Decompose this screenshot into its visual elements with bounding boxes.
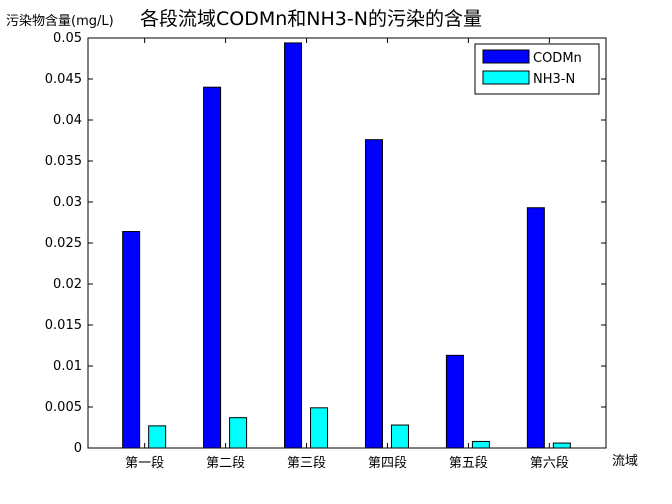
y-tick-label: 0.025: [45, 236, 82, 251]
legend-swatch-2: [482, 70, 530, 85]
bar-codmn-4: [364, 139, 383, 449]
bar-nh3n-5: [471, 440, 490, 449]
legend-swatch-1: [482, 49, 530, 64]
y-tick-label: 0.015: [45, 318, 82, 333]
y-tick-label: 0.005: [45, 400, 82, 415]
y-tick-label: 0.03: [53, 195, 82, 210]
y-tick-label: 0: [74, 441, 82, 456]
bar-codmn-2: [203, 86, 222, 449]
plot-area: [87, 37, 607, 449]
y-tick-label: 0.05: [53, 31, 82, 46]
y-tick-label: 0.045: [45, 72, 82, 87]
bar-nh3n-2: [229, 417, 248, 449]
x-tick-label: 第二段: [206, 456, 245, 471]
y-tick-label: 0.04: [53, 113, 82, 128]
bar-nh3n-4: [390, 424, 409, 449]
bar-nh3n-1: [148, 425, 167, 449]
y-tick-label: 0.035: [45, 154, 82, 169]
legend-label-2: NH3-N: [533, 72, 575, 87]
bar-codmn-5: [445, 354, 464, 449]
legend-label-1: CODMn: [533, 51, 582, 66]
x-axis-label: 流域: [612, 454, 639, 469]
y-axis-label: 污染物含量(mg/L): [6, 14, 114, 29]
bar-nh3n-6: [552, 442, 571, 449]
x-tick-label: 第三段: [287, 456, 326, 471]
y-tick-label: 0.01: [53, 359, 82, 374]
x-tick-label: 第六段: [530, 456, 569, 471]
x-tick-label: 第四段: [368, 456, 407, 471]
bar-codmn-3: [284, 42, 303, 449]
bar-nh3n-3: [310, 407, 329, 449]
x-tick-label: 第一段: [125, 456, 164, 471]
y-tick-label: 0.02: [53, 277, 82, 292]
bar-codmn-6: [526, 207, 545, 449]
x-tick-label: 第五段: [449, 456, 488, 471]
bar-codmn-1: [122, 231, 141, 449]
chart-title: 各段流域CODMn和NH3-N的污染的含量: [140, 8, 482, 30]
